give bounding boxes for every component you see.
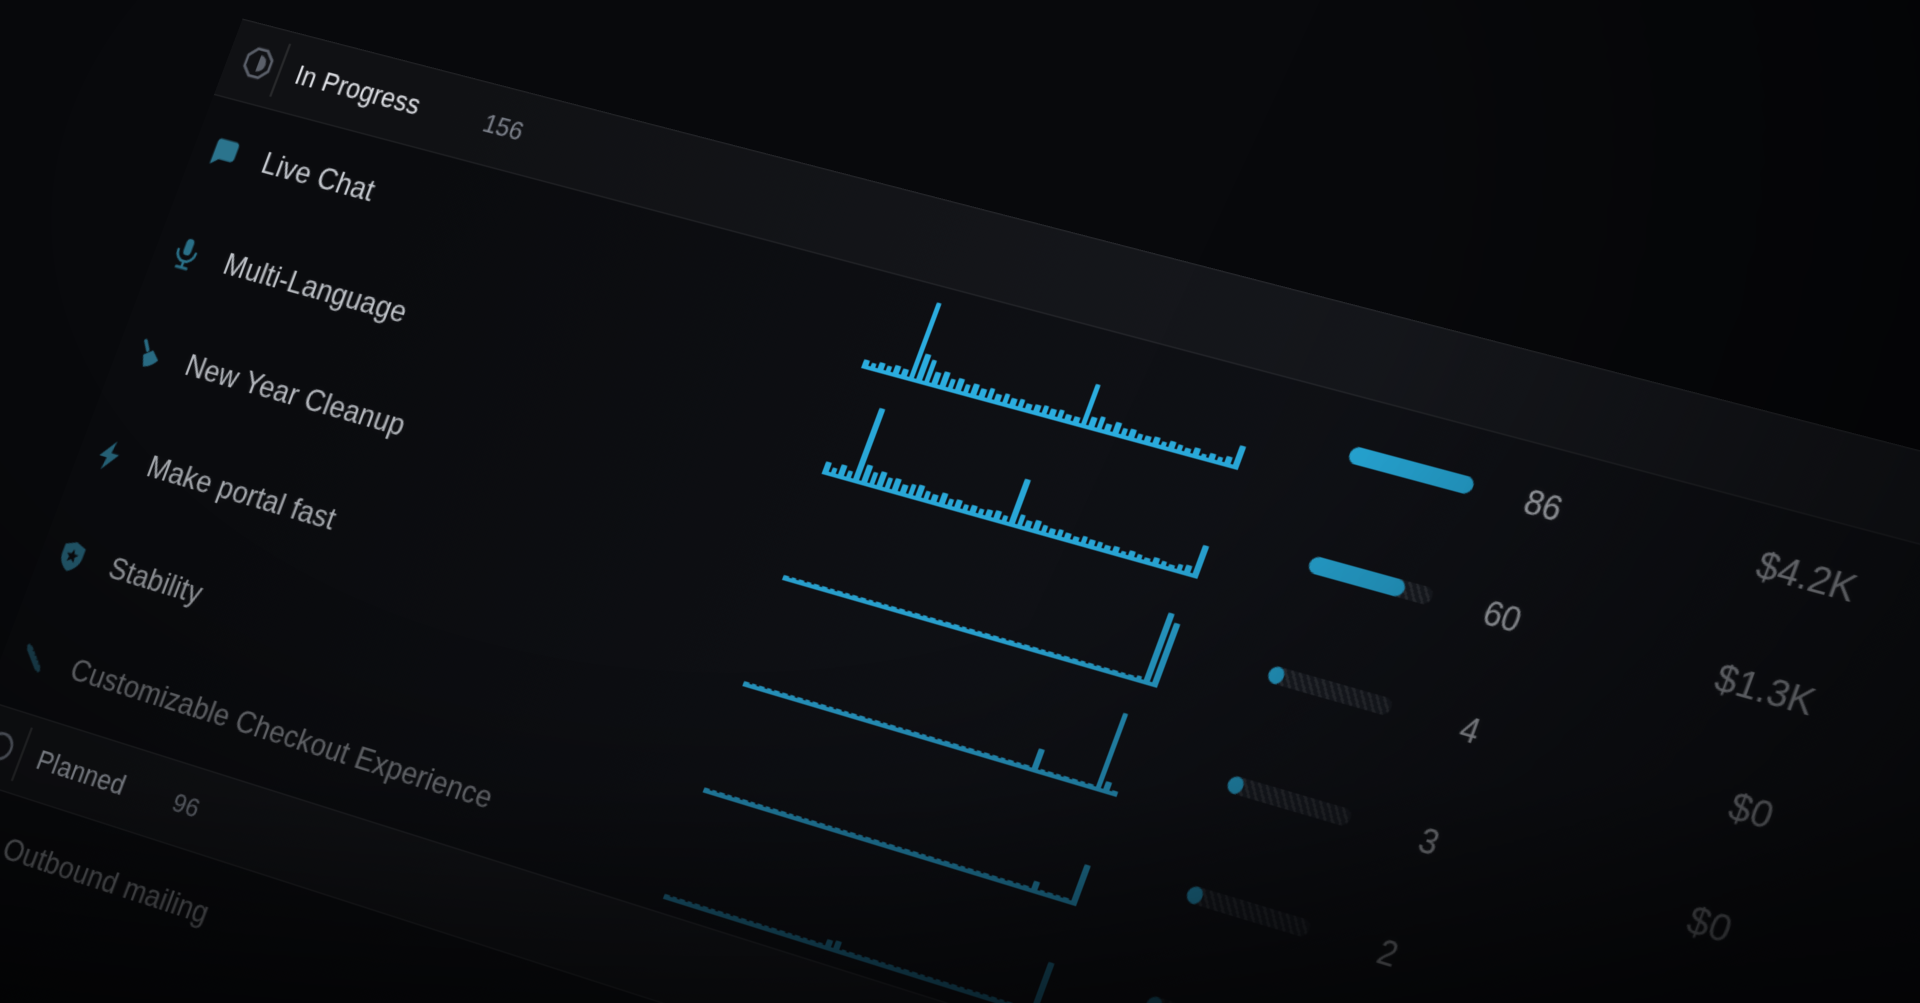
- progress-bar-fill: [1266, 665, 1287, 686]
- score-count: 86: [1432, 458, 1568, 533]
- broom-icon: [127, 334, 169, 376]
- score-count: 3: [1310, 789, 1446, 867]
- lightning-icon: [89, 435, 131, 477]
- score-count: 2: [1269, 899, 1404, 978]
- progress-bar-fill: [1143, 994, 1164, 1003]
- progress-bar-fill: [1184, 884, 1205, 906]
- progress-bar-fill: [1306, 555, 1408, 598]
- progress-bar-fill: [1225, 774, 1246, 795]
- revenue-value: $4.2K: [1649, 513, 1864, 614]
- microphone-icon: [165, 233, 207, 275]
- progress-bar: [1143, 994, 1271, 1003]
- scene: In Progress 156 Live Chat 86 $4.2K Multi…: [0, 0, 1920, 1003]
- revenue-value: $0: [1525, 849, 1739, 955]
- revenue-value: $1.3K: [1608, 625, 1823, 728]
- score-count: 4: [1351, 678, 1487, 755]
- shield-icon: [51, 536, 93, 579]
- board-panel: In Progress 156 Live Chat 86 $4.2K Multi…: [0, 19, 1920, 1003]
- score-count: 60: [1391, 568, 1527, 644]
- design-tools-icon: [13, 637, 55, 680]
- revenue-value: $0: [1566, 737, 1781, 841]
- chat-bubble-icon: [203, 132, 245, 173]
